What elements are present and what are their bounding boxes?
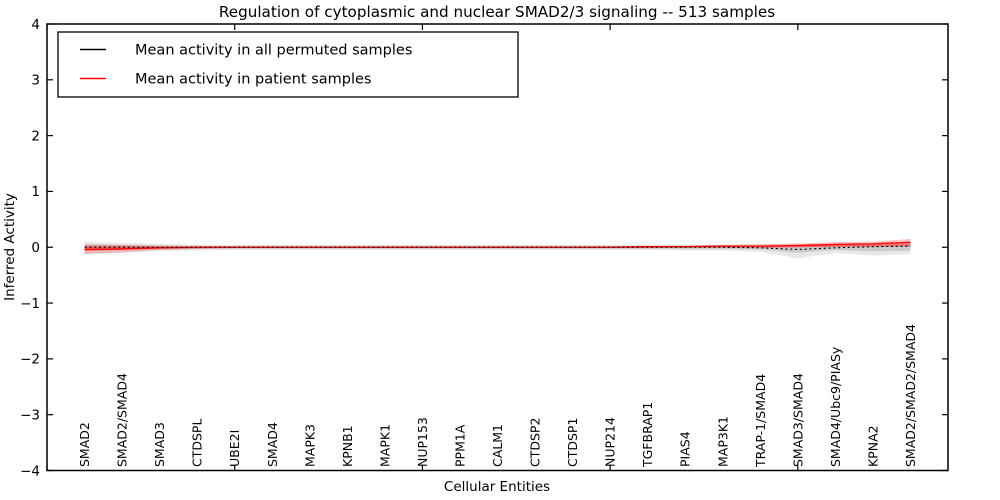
- x-category-label: MAPK1: [377, 424, 392, 467]
- x-category-label: CTDSPL: [190, 419, 205, 467]
- x-category-label: SMAD3/SMAD4: [790, 373, 805, 467]
- y-tick-label: 1: [31, 184, 40, 200]
- x-category-label: KPNB1: [340, 425, 355, 467]
- y-tick-label: −2: [20, 352, 40, 368]
- y-tick-label: 2: [31, 128, 40, 144]
- x-category-label: SMAD3: [152, 422, 167, 467]
- x-category-label: SMAD4/Ubc9/PIASy: [828, 346, 843, 467]
- x-category-label: MAP3K1: [715, 416, 730, 467]
- x-category-label: CALM1: [490, 424, 505, 467]
- y-tick-label: −1: [20, 296, 40, 312]
- x-axis-label: Cellular Entities: [444, 479, 550, 495]
- y-tick-label: 4: [31, 17, 40, 33]
- x-category-label: SMAD2: [77, 422, 92, 467]
- y-tick-label: −3: [20, 407, 40, 423]
- x-category-label: SMAD2/SMAD2/SMAD4: [903, 324, 918, 467]
- y-axis-label: Inferred Activity: [2, 193, 18, 301]
- legend-label-patient: Mean activity in patient samples: [135, 72, 371, 88]
- x-category-label: UBE2I: [227, 430, 242, 467]
- chart-title: Regulation of cytoplasmic and nuclear SM…: [219, 3, 775, 21]
- y-tick-label: −4: [20, 463, 40, 479]
- x-category-label: NUP153: [415, 417, 430, 467]
- x-category-label: TGFBRAP1: [640, 402, 655, 468]
- x-category-label: PPM1A: [452, 424, 467, 467]
- y-tick-label: 3: [31, 73, 40, 89]
- legend: Mean activity in all permuted samples Me…: [57, 31, 519, 98]
- legend-box: [57, 31, 519, 98]
- x-category-label: TRAP-1/SMAD4: [753, 374, 768, 468]
- y-tick-label: 0: [31, 240, 40, 256]
- x-category-label: CTDSP1: [565, 418, 580, 467]
- series-line-permuted: [84, 245, 911, 251]
- x-category-label: KPNA2: [865, 425, 880, 467]
- x-category-label: NUP214: [603, 417, 618, 467]
- x-category-label: SMAD4: [265, 422, 280, 467]
- x-category-label: PIAS4: [678, 431, 693, 467]
- x-category-label: MAPK3: [302, 424, 317, 467]
- x-category-label: SMAD2/SMAD4: [115, 373, 130, 467]
- legend-label-permuted: Mean activity in all permuted samples: [135, 43, 412, 59]
- band-patient-samples-spread-band: [84, 238, 911, 254]
- x-category-label: CTDSP2: [528, 418, 543, 467]
